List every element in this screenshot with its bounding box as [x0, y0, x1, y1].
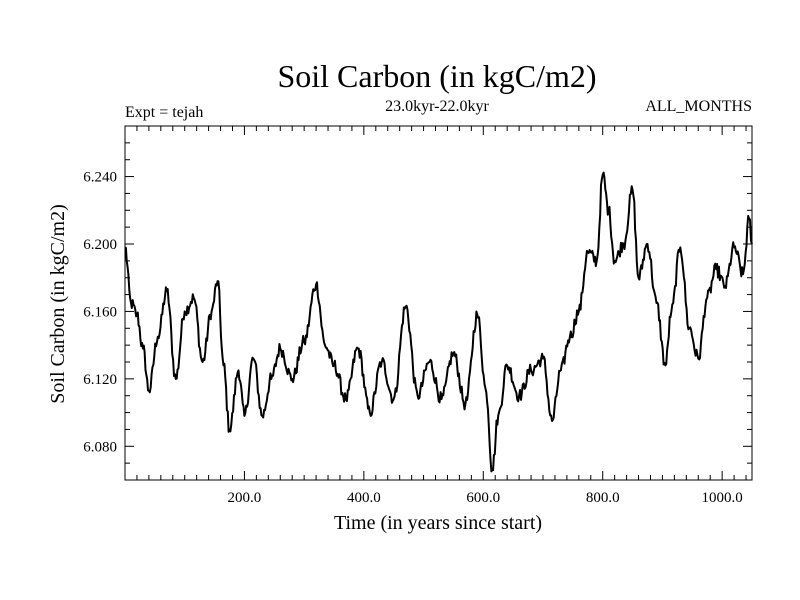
series-line-soil-carbon	[124, 171, 753, 473]
plot-frame	[124, 125, 753, 481]
y-axis-tick-labels: 6.080 6.120 6.160 6.200 6.240	[83, 170, 117, 456]
x-tick-label: 1000.0	[702, 490, 743, 506]
y-tick-label: 6.200	[83, 237, 117, 253]
x-tick-label: 800.0	[586, 490, 620, 506]
experiment-label: Expt = tejah	[125, 104, 203, 121]
chart-title: Soil Carbon (in kgC/m2)	[277, 58, 596, 94]
x-axis-tick-labels: 200.0 400.0 600.0 800.0 1000.0	[228, 490, 743, 506]
y-tick-label: 6.120	[83, 372, 117, 388]
x-tick-label: 200.0	[228, 490, 262, 506]
y-axis-label: Soil Carbon (in kgC/m2)	[47, 204, 69, 403]
x-axis-label: Time (in years since start)	[334, 512, 542, 534]
y-tick-label: 6.080	[83, 439, 117, 455]
months-label: ALL_MONTHS	[645, 98, 752, 115]
y-tick-label: 6.240	[83, 170, 117, 186]
y-tick-label: 6.160	[83, 304, 117, 320]
x-axis-ticks	[136, 126, 747, 480]
x-tick-label: 400.0	[347, 490, 381, 506]
chart-subtitle: 23.0kyr-22.0kyr	[385, 98, 489, 115]
x-tick-label: 600.0	[466, 490, 500, 506]
